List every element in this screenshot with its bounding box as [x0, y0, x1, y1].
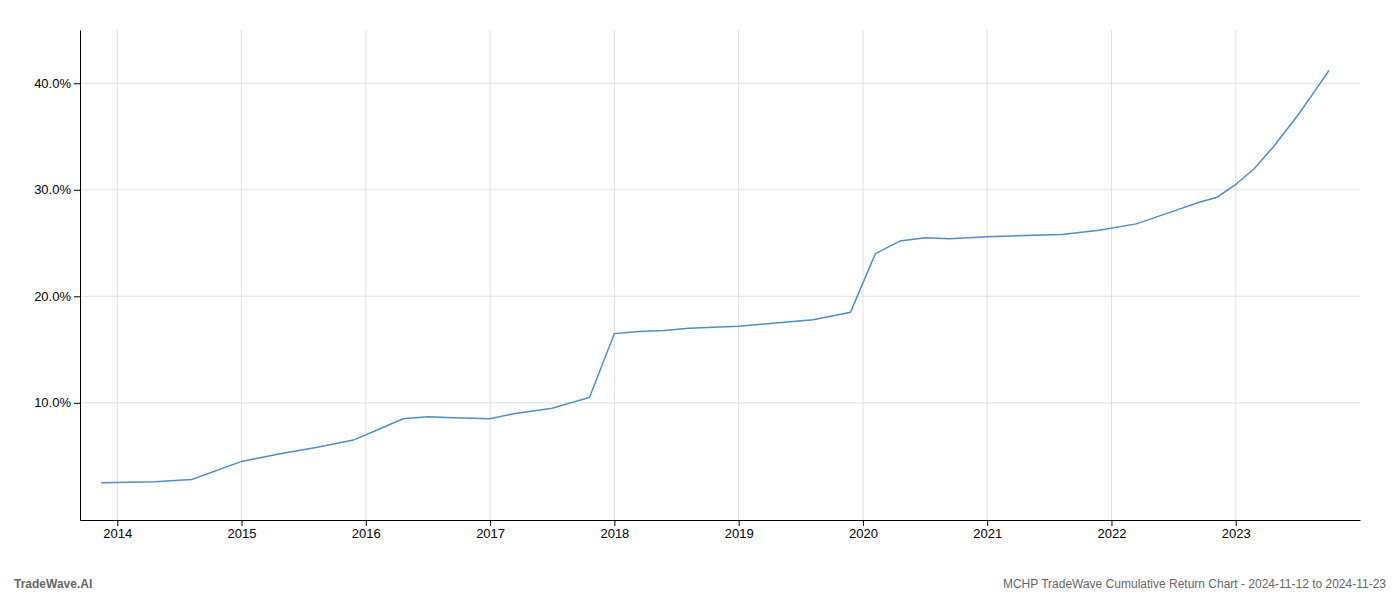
axis-line: [80, 31, 81, 521]
grid-line-x: [1235, 30, 1236, 520]
x-tick-mark: [863, 520, 864, 526]
grid-line-x: [490, 30, 491, 520]
y-tick-label: 10.0%: [34, 395, 71, 410]
x-tick-mark: [614, 520, 615, 526]
footer: MCHP TradeWave Cumulative Return Chart -…: [1003, 577, 1386, 591]
x-tick-label: 2016: [352, 526, 381, 541]
marks: [101, 70, 1329, 482]
x-tick-mark: [242, 520, 243, 526]
grid-line-y: [80, 402, 1360, 403]
y-tick-mark: [74, 190, 80, 191]
x-tick: 2014: [103, 520, 132, 541]
grid-line-y: [80, 189, 1360, 190]
grid-line-y: [80, 296, 1360, 297]
grid-line-x: [862, 30, 863, 520]
y-tick-mark: [74, 296, 80, 297]
y-tick-label: 40.0%: [34, 76, 71, 91]
x-tick-label: 2022: [1097, 526, 1126, 541]
grid-line-x: [365, 30, 366, 520]
x-tick-mark: [739, 520, 740, 526]
grid-line-x: [614, 30, 615, 520]
y-tick: 40.0%: [34, 76, 80, 91]
x-tick-label: 2019: [725, 526, 754, 541]
x-tick: 2020: [849, 520, 878, 541]
x-tick: 2018: [600, 520, 629, 541]
x-tick-label: 2017: [476, 526, 505, 541]
x-tick: 2023: [1222, 520, 1251, 541]
grid-line-y: [80, 83, 1360, 84]
chart: 2014 2015 2016 2017 2018 2019 2020 2021 2022 2023…: [0, 0, 1400, 600]
grid: [80, 30, 1360, 520]
x-tick-mark: [366, 520, 367, 526]
y-tick: 20.0%: [34, 289, 80, 304]
line: [101, 70, 1329, 482]
x-tick: 2019: [725, 520, 754, 541]
y-tick-mark: [74, 83, 80, 84]
x-tick-mark: [490, 520, 491, 526]
plot-area: 2014 2015 2016 2017 2018 2019 2020 2021 2022 2023…: [34, 30, 1360, 541]
x-axis: 2014 2015 2016 2017 2018 2019 2020 2021 2022 2023: [81, 520, 1361, 541]
x-tick-label: 2021: [973, 526, 1002, 541]
x-tick: 2016: [352, 520, 381, 541]
y-tick: 10.0%: [34, 395, 80, 410]
grid-line-x: [738, 30, 739, 520]
x-tick-label: 2018: [600, 526, 629, 541]
y-tick-mark: [74, 403, 80, 404]
x-tick-mark: [987, 520, 988, 526]
x-tick-label: 2020: [849, 526, 878, 541]
grid-line-x: [117, 30, 118, 520]
y-axis: 10.0% 20.0% 30.0% 40.0%: [34, 31, 80, 521]
x-tick: 2017: [476, 520, 505, 541]
x-tick-mark: [1236, 520, 1237, 526]
grid-line-x: [987, 30, 988, 520]
x-tick-label: 2015: [228, 526, 257, 541]
y-tick: 30.0%: [34, 182, 80, 197]
x-tick: 2015: [228, 520, 257, 541]
x-tick: 2022: [1097, 520, 1126, 541]
y-tick-label: 30.0%: [34, 182, 71, 197]
x-tick-mark: [117, 520, 118, 526]
x-tick-label: 2023: [1222, 526, 1251, 541]
x-tick-mark: [1111, 520, 1112, 526]
y-tick-label: 20.0%: [34, 289, 71, 304]
x-tick-label: 2014: [103, 526, 132, 541]
x-tick: 2021: [973, 520, 1002, 541]
footer: TradeWave.AI: [14, 577, 92, 591]
axis-line: [81, 520, 1361, 521]
grid-line-x: [241, 30, 242, 520]
grid-line-x: [1111, 30, 1112, 520]
